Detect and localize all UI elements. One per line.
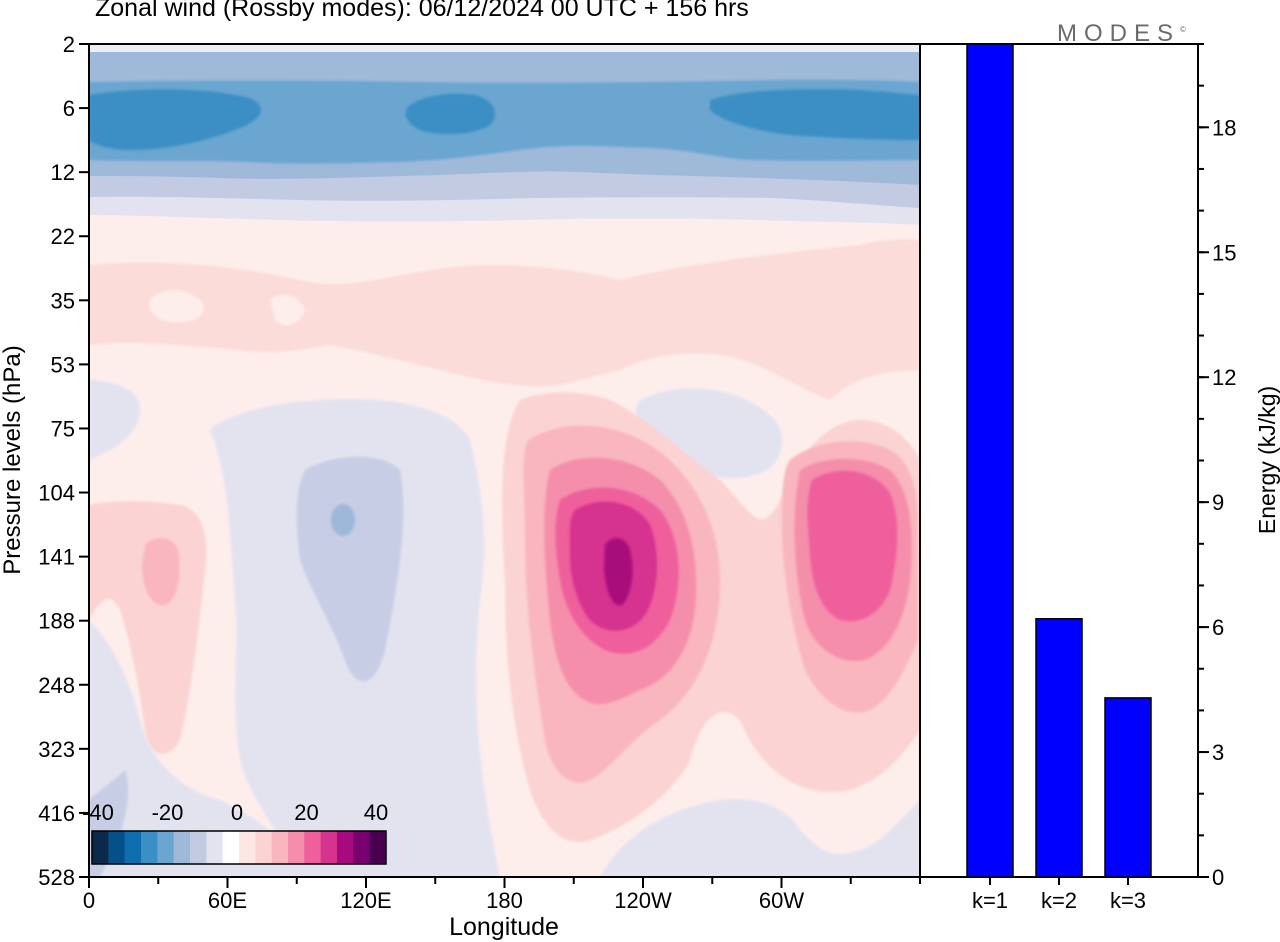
energy-tick-label: 18 (1212, 115, 1236, 140)
longitude-tick-label: 180 (486, 888, 523, 913)
pressure-tick-label: 104 (38, 481, 75, 506)
colorbar-swatch (190, 831, 207, 864)
colorbar-swatch (353, 831, 371, 864)
longitude-tick-label: 120W (614, 888, 672, 913)
colorbar-swatch (173, 831, 191, 864)
colorbar-swatch (288, 831, 305, 864)
bar-category-label: k=1 (972, 888, 1008, 913)
colorbar-swatch (92, 831, 109, 864)
pressure-tick-label: 528 (38, 865, 75, 890)
energy-bar (1104, 697, 1152, 878)
colorbar-swatch (255, 831, 273, 864)
colorbar-swatch (157, 831, 175, 864)
pressure-tick-label: 416 (38, 801, 75, 826)
colorbar-swatch (369, 831, 387, 864)
energy-tick-label: 12 (1212, 365, 1236, 390)
pressure-tick-label: 141 (38, 545, 75, 570)
longitude-tick-label: 0 (83, 888, 95, 913)
pressure-tick-label: 75 (51, 416, 75, 441)
energy-tick-label: 15 (1212, 240, 1236, 265)
pressure-tick-label: 188 (38, 609, 75, 634)
energy-axis-title: Energy (kJ/kg) (1254, 386, 1280, 534)
colorbar-swatch (108, 831, 126, 864)
contour-pos-upper-1 (89, 239, 920, 400)
contour-neg-lower-2 (89, 456, 404, 877)
pressure-tick-label: 323 (38, 737, 75, 762)
pressure-axis: 2 6 12 22 35 53 75 104 141 188 248 323 416 528 (38, 32, 89, 890)
colorbar-tick-label: 40 (364, 800, 388, 825)
energy-bar (966, 43, 1014, 878)
energy-tick-label: 3 (1212, 740, 1224, 765)
energy-axis: 0 3 6 9 12 15 18 (1198, 43, 1236, 890)
colorbar-swatch (206, 831, 224, 864)
pressure-tick-label: 6 (63, 96, 75, 121)
colorbar-swatch (271, 831, 289, 864)
pressure-tick-label: 248 (38, 673, 75, 698)
pressure-tick-label: 35 (51, 288, 75, 313)
colorbar-tick-label: -40 (82, 800, 114, 825)
contour-neg-lower (89, 380, 920, 877)
contour-top-strip (89, 44, 920, 52)
contour-pos-max (604, 538, 633, 606)
pressure-tick-label: 12 (51, 160, 75, 185)
colorbar-frame (91, 830, 387, 865)
modes-logo: MODES© (1057, 20, 1186, 48)
contour-field (89, 44, 920, 877)
energy-bar (1035, 618, 1083, 878)
modes-logo-text: MODES (1057, 20, 1181, 47)
longitude-axis: 0 60E 120E 180 120W 60W (83, 877, 921, 913)
contour-neg-lower-core (331, 504, 355, 536)
pressure-tick-label: 22 (51, 224, 75, 249)
copyright-mark: © (1180, 25, 1186, 34)
x-axis-title: Longitude (449, 913, 559, 941)
contour-upper-gaps (149, 289, 305, 326)
colorbar-swatch (124, 831, 142, 864)
pressure-tick-label: 53 (51, 352, 75, 377)
colorbar-swatch (304, 831, 322, 864)
colorbar-tick-label: -20 (152, 800, 184, 825)
colorbar-swatch (337, 831, 354, 864)
pressure-tick-label: 2 (63, 32, 75, 57)
chart-title: Zonal wind (Rossby modes): 06/12/2024 00… (95, 0, 749, 22)
colorbar-tick-label: 0 (231, 800, 243, 825)
longitude-tick-label: 60E (208, 888, 247, 913)
colorbar: -40 -20 0 20 40 (82, 800, 388, 865)
colorbar-swatch (320, 831, 338, 864)
energy-tick-label: 0 (1212, 865, 1224, 890)
longitude-tick-label: 120E (340, 888, 391, 913)
y-axis-title: Pressure levels (hPa) (0, 345, 26, 574)
contour-neg-upper-5 (89, 89, 920, 150)
energy-tick-label: 9 (1212, 490, 1224, 515)
colorbar-tick-label: 20 (294, 800, 318, 825)
colorbar-swatch (239, 831, 256, 864)
colorbar-swatch (222, 831, 240, 864)
energy-tick-label: 6 (1212, 615, 1224, 640)
contour-pos-left-2 (142, 538, 180, 606)
energy-bars: k=1 k=2 k=3 (966, 43, 1152, 913)
bar-category-label: k=2 (1041, 888, 1077, 913)
bar-category-label: k=3 (1110, 888, 1146, 913)
longitude-tick-label: 60W (759, 888, 804, 913)
colorbar-swatch (141, 831, 158, 864)
